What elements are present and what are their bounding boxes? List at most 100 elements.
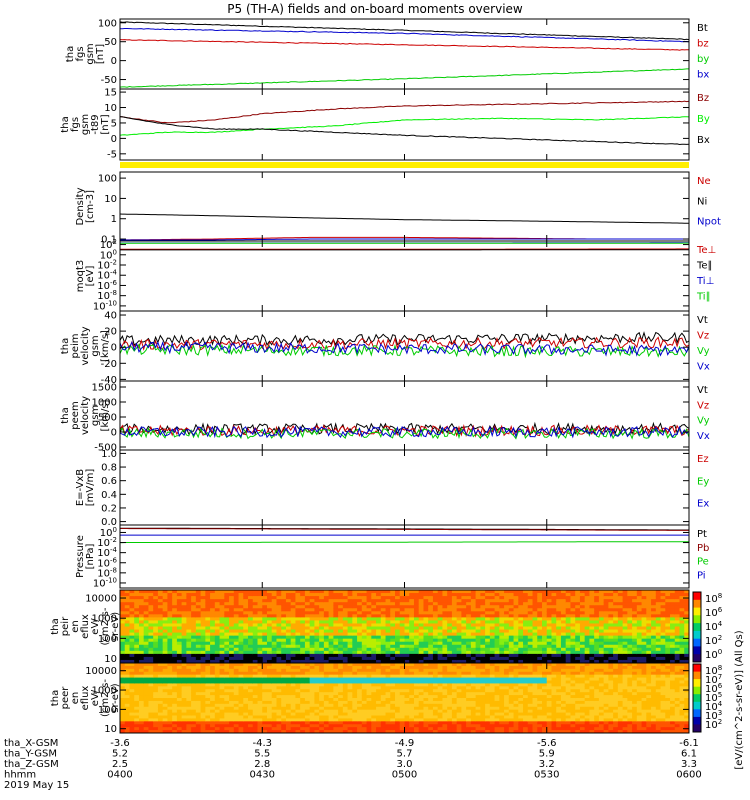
panel-fgs_gsm: 100 50 0 -50 tha fgs gsm [nT] Bt bz by bx — [65, 18, 709, 90]
series-line-Vx — [120, 425, 689, 439]
series-line-Vx — [120, 340, 689, 357]
y-tick-label: 10-10 — [93, 576, 117, 589]
y-axis-label-line: [cm-3] — [85, 190, 96, 223]
series-line-Vz — [120, 336, 689, 351]
y-tick-label: 0 — [111, 428, 117, 439]
y-axis-label-line: gsm — [85, 43, 96, 64]
y-tick-label: 0.1 — [101, 235, 117, 246]
y-axis-label-line: peer — [60, 686, 71, 710]
legend-Vy: Vy — [697, 346, 710, 357]
legend-Ti∥: Ti∥ — [696, 292, 711, 303]
y-tick-label: 10000 — [85, 594, 117, 605]
legend-bx: bx — [697, 70, 709, 81]
legend-Vt: Vt — [697, 385, 708, 396]
footer-value: 6.1 — [681, 749, 697, 760]
colorbar-tick-label: 102 — [705, 634, 722, 647]
y-tick-label: 100 — [100, 248, 117, 261]
y-axis-label-line: (cm2-s- — [100, 607, 111, 645]
y-axis-label-line: tha — [50, 690, 61, 706]
colorbar-segment — [693, 630, 701, 640]
y-tick-label: 10-6 — [97, 556, 117, 569]
y-tick-label: 500 — [98, 413, 117, 424]
series-line-By — [120, 116, 689, 136]
legend-Ni: Ni — [697, 196, 707, 207]
legend-Vx: Vx — [697, 362, 710, 373]
y-axis-label: E=-VxB [mV/m] — [75, 469, 96, 507]
y-axis-label: Density [cm-3] — [75, 187, 96, 225]
y-tick-label: 10 — [104, 194, 117, 205]
y-tick-label: 10 — [104, 724, 117, 735]
legend-by: by — [697, 54, 709, 65]
series-line-Bz — [120, 100, 689, 124]
y-tick-label: 15 — [104, 88, 117, 99]
y-axis-label-line: velocity — [80, 396, 91, 435]
y-tick-label: 10-4 — [97, 546, 117, 559]
y-axis-label: tha peem velocity gsm [km/s] — [60, 396, 111, 435]
y-tick-label: 100 — [100, 526, 117, 539]
panel-frame — [119, 240, 690, 312]
colorbar-unit-text: [eV/(cm^2-s-sr-eV)] (All Qs) — [734, 630, 745, 769]
series-line-bz — [120, 39, 689, 51]
y-tick-label: 1000 — [92, 686, 117, 697]
y-tick-label: -5 — [107, 149, 117, 160]
panel-peem_velocity: 1500 1000 500 0 -500 tha peem velocity gsm [km/s]… — [60, 380, 710, 454]
y-axis-label-line: fgs — [70, 117, 81, 132]
footer-row-label: 2019 May 15 — [4, 780, 69, 791]
colorbar-segment — [693, 607, 701, 616]
colorbar-segment — [693, 664, 701, 673]
colorbar-segment — [693, 679, 701, 688]
y-axis-label-line: fgs — [75, 46, 86, 61]
colorbar-tick-label: 100 — [705, 648, 722, 661]
y-axis-label-line: eflux — [80, 686, 91, 711]
colorbar-tick-label: 104 — [705, 700, 723, 713]
y-axis-label-line: Pressure — [75, 535, 86, 578]
footer-row-label: tha_X-GSM — [4, 738, 58, 749]
footer-value: 3.0 — [397, 759, 413, 770]
y-axis-label-line: moqt3 — [75, 260, 86, 293]
y-tick-label: 0.8 — [101, 463, 117, 474]
footer-row-label: tha_Y-GSM — [4, 749, 57, 760]
legend-Bx: Bx — [697, 135, 710, 146]
panel-frame — [119, 88, 690, 161]
panel-frame — [119, 524, 690, 589]
y-tick-label: 10000 — [85, 666, 117, 677]
footer-value: 0430 — [250, 770, 275, 781]
y-axis-label-line: [eV] — [85, 266, 96, 287]
legend-Te⊥: Te⊥ — [696, 245, 716, 256]
footer-value: -4.3 — [252, 738, 272, 749]
y-tick-label: 0.4 — [101, 490, 117, 501]
y-axis-label-line: [mV/m] — [85, 469, 96, 507]
footer-row-label: hhmm — [4, 770, 36, 781]
y-axis-label-line: tha — [60, 407, 71, 423]
y-tick-label: 10-8 — [97, 289, 117, 302]
footer-row-label: tha_Z-GSM — [4, 759, 59, 770]
y-axis-label: moqt3 [eV] — [75, 260, 96, 293]
panel-peir_eflux-data — [120, 590, 689, 663]
legend-Vz: Vz — [697, 400, 709, 411]
y-tick-label: 10-2 — [97, 259, 117, 272]
plot-title: P5 (TH-A) fields and on-board moments ov… — [227, 2, 523, 16]
colorbar-unit-label: [eV/(cm^2-s-sr-eV)] (All Qs) — [734, 630, 745, 769]
panel-density: 100 10 1 0.1 Density [cm-3] Ne Ni Npot — [75, 171, 721, 246]
y-axis-label: tha peir en eflux eV/(cm2-s-sr-eV) — [50, 607, 121, 645]
legend-Pb: Pb — [697, 543, 709, 554]
series-line-bx — [120, 28, 689, 43]
panel-peer_eflux: 10000 1000 100 10 tha peer en eflux eV/(cm2-s-sr… — [50, 662, 690, 735]
legend-Vy: Vy — [697, 416, 710, 427]
y-axis-label: tha peim velocity gsm [km/s] — [60, 326, 111, 365]
series-line-by — [120, 68, 689, 88]
y-tick-label: 100 — [98, 705, 117, 716]
y-axis-label-line: en — [70, 692, 81, 705]
y-tick-label: 100 — [98, 174, 117, 185]
colorbar-segment — [693, 724, 701, 733]
panel-peem_velocity-data — [120, 421, 689, 440]
y-tick-label: 100 — [98, 634, 117, 645]
y-axis-label-line: sr-eV) — [110, 683, 121, 712]
footer-value: -5.6 — [537, 738, 557, 749]
legend-Ti⊥: Ti⊥ — [696, 276, 714, 287]
legend-Ne: Ne — [697, 176, 711, 187]
legend-Vt: Vt — [697, 315, 708, 326]
